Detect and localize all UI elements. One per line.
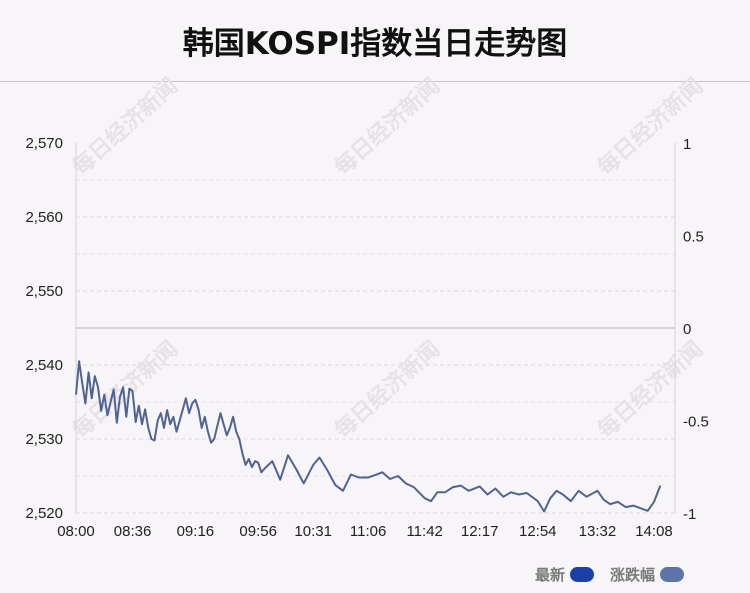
legend-swatch-change <box>660 567 684 582</box>
x-tick: 11:06 <box>350 523 386 540</box>
series-line <box>76 361 660 511</box>
watermark-text: 每日经济新闻 <box>330 73 446 181</box>
watermark-text: 每日经济新闻 <box>593 73 709 181</box>
legend: 最新 涨跌幅 <box>535 564 684 585</box>
y-tick-left: 2,570 <box>25 135 63 152</box>
y-tick-right: 0 <box>683 321 691 338</box>
x-tick: 11:42 <box>406 523 442 540</box>
legend-swatch-latest <box>570 567 594 582</box>
x-tick: 09:16 <box>177 523 215 540</box>
watermark-text: 每日经济新闻 <box>330 336 446 444</box>
axes: 2,570 2,560 2,550 2,540 2,530 2,520 1 0.5 0 -0.5 -… <box>25 135 708 540</box>
legend-item-latest[interactable]: 最新 <box>535 564 594 585</box>
series <box>76 361 660 511</box>
y-tick-left: 2,560 <box>25 209 63 226</box>
y-tick-right: -1 <box>683 506 696 523</box>
watermark-text: 每日经济新闻 <box>68 73 184 181</box>
x-tick: 10:31 <box>294 523 332 540</box>
y-tick-right: 1 <box>683 136 691 153</box>
y-tick-left: 2,550 <box>25 283 63 300</box>
y-tick-left: 2,520 <box>25 505 63 522</box>
x-tick: 08:36 <box>114 523 152 540</box>
x-tick: 12:17 <box>461 523 499 540</box>
x-tick: 14:08 <box>635 523 673 540</box>
watermark-text: 每日经济新闻 <box>68 336 184 444</box>
y-tick-left: 2,530 <box>25 431 63 448</box>
x-tick: 12:54 <box>519 523 557 540</box>
legend-item-change[interactable]: 涨跌幅 <box>610 564 684 585</box>
x-tick: 13:32 <box>579 523 617 540</box>
legend-label-latest: 最新 <box>535 564 565 585</box>
legend-label-change: 涨跌幅 <box>610 564 655 585</box>
y-tick-left: 2,540 <box>25 357 63 374</box>
y-tick-right: -0.5 <box>683 414 709 431</box>
x-tick: 09:56 <box>239 523 277 540</box>
y-tick-right: 0.5 <box>683 229 704 246</box>
x-tick: 08:00 <box>57 523 95 540</box>
